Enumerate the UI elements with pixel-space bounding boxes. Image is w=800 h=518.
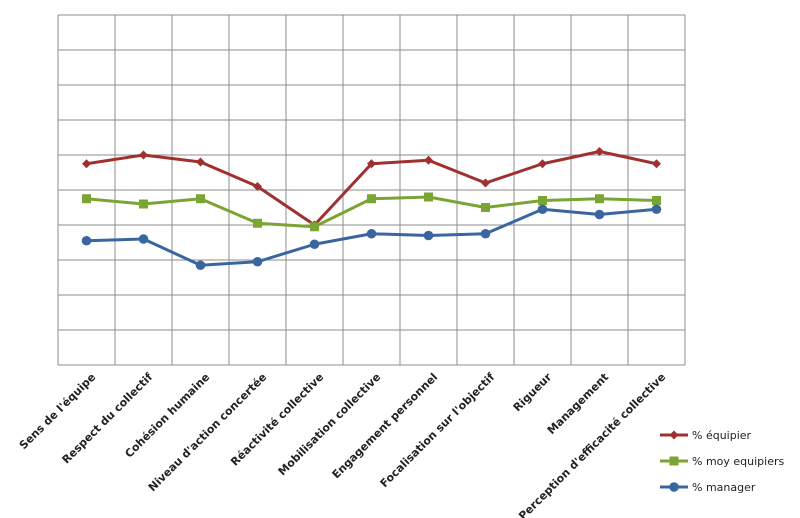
chart-grid	[57, 14, 686, 366]
series-0	[82, 147, 661, 230]
x-tick-label: Mobilisation collective	[276, 371, 384, 479]
data-point-marker	[651, 204, 662, 215]
data-point-marker	[595, 194, 604, 204]
data-point-marker	[310, 222, 319, 232]
data-point-marker	[366, 228, 377, 239]
data-point-marker	[253, 182, 262, 191]
x-tick-label: Rigueur	[511, 370, 555, 414]
series-1	[82, 192, 661, 232]
data-point-marker	[367, 159, 376, 169]
data-point-marker	[82, 194, 91, 204]
data-point-marker	[138, 234, 149, 244]
data-point-marker	[253, 218, 262, 228]
data-point-marker	[537, 204, 548, 215]
data-point-marker	[481, 178, 490, 188]
data-point-marker	[367, 194, 376, 204]
x-tick-label: Engagement personnel	[330, 371, 441, 482]
data-point-marker	[594, 209, 605, 220]
data-point-marker	[139, 199, 148, 209]
data-point-marker	[195, 260, 206, 271]
data-point-marker	[252, 256, 263, 267]
legend-item-0: % équipier	[660, 429, 752, 442]
legend-label: % équipier	[692, 429, 752, 442]
data-point-marker	[480, 228, 491, 239]
data-point-marker	[424, 155, 433, 165]
x-tick-label: Réactivité collective	[228, 371, 326, 469]
data-point-marker	[669, 482, 679, 492]
legend-label: % manager	[692, 481, 756, 494]
legend-item-1: % moy equipiers	[660, 455, 785, 468]
data-point-marker	[481, 203, 490, 212]
x-tick-label: Niveau d'action concertée	[146, 371, 269, 494]
data-point-marker	[196, 194, 205, 204]
data-point-marker	[652, 159, 661, 169]
data-point-marker	[196, 157, 205, 167]
data-point-marker	[309, 239, 320, 250]
data-point-marker	[669, 456, 679, 466]
data-point-marker	[669, 430, 679, 440]
data-point-marker	[423, 230, 434, 241]
chart-series	[81, 147, 662, 271]
data-point-marker	[652, 196, 661, 205]
data-point-marker	[424, 192, 433, 202]
data-point-marker	[139, 150, 148, 160]
data-point-marker	[82, 159, 91, 169]
data-point-marker	[538, 159, 547, 169]
chart-legend: % équipier % moy equipiers % manager	[660, 429, 785, 494]
data-point-marker	[595, 147, 604, 156]
series-2	[81, 204, 662, 271]
x-tick-label: Focalisation sur l'objectif	[378, 370, 498, 490]
legend-item-2: % manager	[660, 481, 756, 494]
legend-label: % moy equipiers	[692, 455, 785, 468]
data-point-marker	[81, 235, 92, 246]
data-point-marker	[538, 196, 547, 205]
